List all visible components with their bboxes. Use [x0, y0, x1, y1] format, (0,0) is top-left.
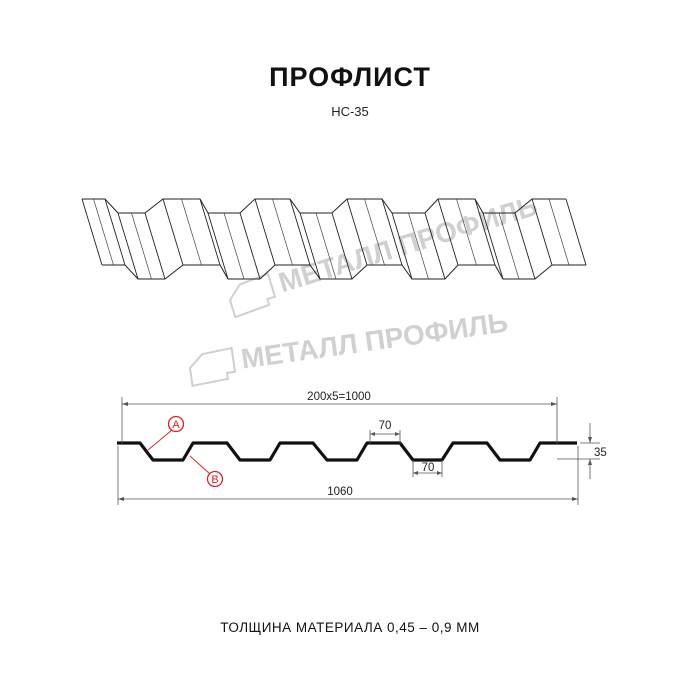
sheet-fold-line — [531, 198, 553, 266]
sheet-fold-line — [162, 198, 184, 266]
total-width-label: 1060 — [327, 486, 353, 498]
sheet-fold-line — [565, 198, 587, 266]
cross-section-profile — [117, 441, 577, 462]
sheet-stiffener-line — [498, 212, 520, 280]
sheet-stiffener-line — [548, 198, 570, 266]
sheet-stiffener-line — [272, 198, 293, 266]
sheet-stiffener-line — [408, 212, 429, 280]
dimension-arrows — [118, 402, 592, 501]
sheet-stiffener-line — [223, 212, 245, 280]
sheet-fold-line — [104, 198, 126, 266]
pitch-label: 200x5=1000 — [307, 391, 371, 403]
sheet-fold-line — [482, 212, 504, 280]
sheet-fold-line — [81, 198, 103, 266]
page-title: ПРОФЛИСТ — [269, 62, 431, 92]
dimension-lines — [117, 397, 600, 505]
sheet-stiffener-line — [93, 198, 114, 266]
sheet-stiffener-line — [456, 198, 477, 266]
sheet-stiffener-line — [364, 198, 385, 266]
marker-a: A — [147, 415, 185, 451]
sheet-fold-line — [289, 198, 311, 266]
sheet-stiffener-line — [181, 198, 202, 266]
marker-b: B — [189, 455, 224, 488]
sheet-fold-line — [207, 212, 229, 280]
sheet-fold-line — [254, 198, 276, 266]
svg-text:A: A — [172, 419, 180, 431]
sheet-stiffener-line — [131, 212, 152, 280]
model-subtitle: НС-35 — [331, 104, 369, 119]
sheet-fold-line — [437, 198, 459, 266]
sheet-fold-line — [474, 198, 496, 266]
sheet-stiffener-line — [315, 212, 337, 280]
isometric-sheet-view — [81, 198, 587, 280]
dimension-labels: 200x5=1000 70 70 35 1060 — [307, 391, 607, 498]
svg-text:МЕТАЛЛ ПРОФИЛЬ: МЕТАЛЛ ПРОФИЛЬ — [275, 190, 541, 298]
sheet-fold-line — [346, 198, 368, 266]
bottom-flat-label: 70 — [422, 462, 435, 474]
svg-text:МЕТАЛЛ ПРОФИЛЬ: МЕТАЛЛ ПРОФИЛЬ — [239, 306, 510, 374]
sheet-fold-line — [299, 212, 321, 280]
sheet-fold-line — [424, 212, 446, 280]
watermark-lower: МЕТАЛЛ ПРОФИЛЬ — [188, 306, 510, 388]
top-flat-label: 70 — [379, 420, 392, 432]
svg-text:B: B — [211, 474, 218, 486]
sheet-fold-line — [381, 198, 403, 266]
sheet-fold-line — [391, 212, 413, 280]
material-thickness-note: ТОЛЩИНА МАТЕРИАЛА 0,45 – 0,9 ММ — [220, 620, 480, 635]
sheet-fold-line — [514, 212, 536, 280]
sheet-fold-line — [199, 198, 221, 266]
profile-line — [117, 441, 577, 462]
sheet-fold-line — [239, 212, 261, 280]
sheet-fold-line — [331, 212, 353, 280]
watermark-upper: МЕТАЛЛ ПРОФИЛЬ — [228, 190, 541, 319]
height-label: 35 — [594, 447, 607, 459]
sheet-fold-line — [117, 212, 139, 280]
sheet-fold-line — [144, 212, 166, 280]
